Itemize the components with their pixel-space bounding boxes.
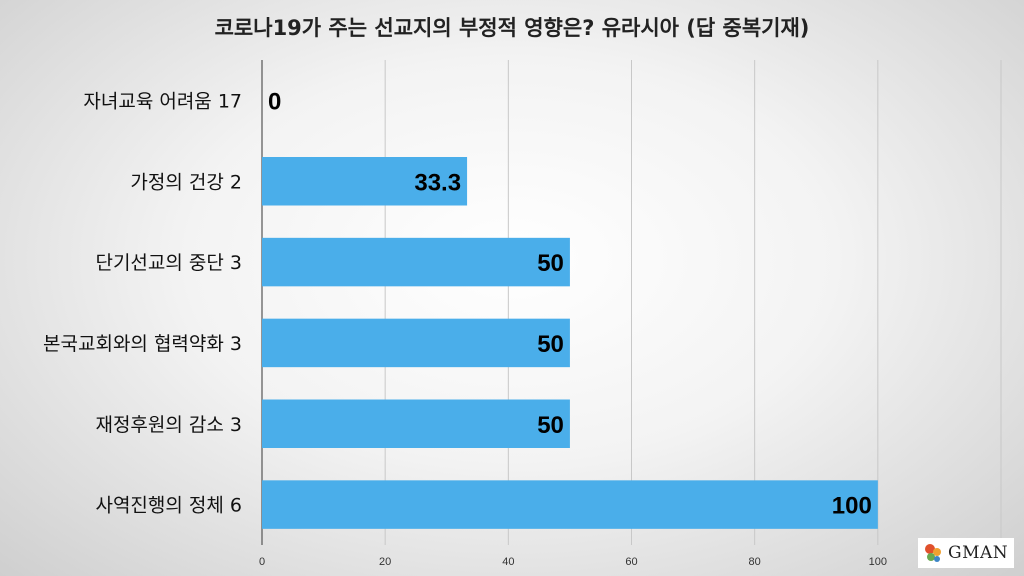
gman-logo-icon bbox=[925, 544, 941, 562]
category-label: 단기선교의 중단 3 bbox=[95, 252, 242, 274]
bar bbox=[262, 157, 468, 206]
x-tick-label: 40 bbox=[502, 556, 514, 568]
data-label: 100 bbox=[832, 493, 872, 520]
bar bbox=[262, 480, 878, 529]
bar bbox=[262, 318, 570, 368]
chart-title: 코로나19가 주는 선교지의 부정적 영향은? 유라시아 (답 중복기재) bbox=[214, 16, 810, 40]
category-label: 가정의 건강 2 bbox=[130, 171, 242, 193]
category-label: 자녀교육 어려움 17 bbox=[83, 90, 242, 112]
category-label: 재정후원의 감소 3 bbox=[95, 414, 242, 436]
data-label: 0 bbox=[268, 88, 281, 115]
x-tick-label: 20 bbox=[379, 556, 391, 568]
gman-logo-text: GMAN bbox=[948, 543, 1009, 563]
data-label: 33.3 bbox=[414, 169, 461, 196]
bar bbox=[262, 237, 570, 287]
data-label: 50 bbox=[537, 412, 564, 439]
x-tick-label: 80 bbox=[749, 556, 761, 568]
category-label: 사역진행의 정체 6 bbox=[95, 495, 242, 517]
x-tick-label: 60 bbox=[625, 556, 637, 568]
data-label: 50 bbox=[537, 331, 564, 358]
data-label: 50 bbox=[537, 250, 564, 277]
bar bbox=[262, 399, 570, 448]
x-tick-label: 0 bbox=[259, 556, 265, 568]
category-label: 본국교회와의 협력약화 3 bbox=[43, 333, 242, 355]
gman-logo: GMAN bbox=[918, 538, 1014, 568]
x-tick-label: 100 bbox=[869, 556, 887, 568]
